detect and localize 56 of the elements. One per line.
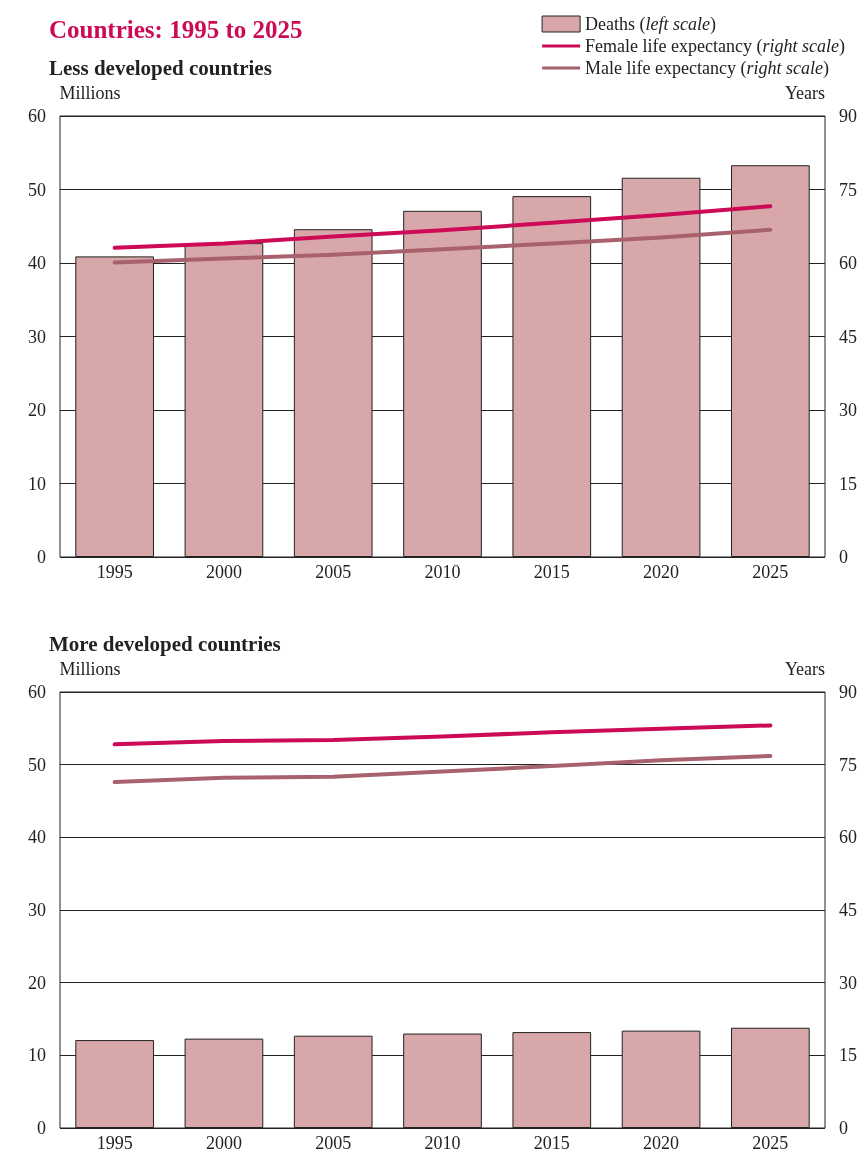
y-tick-label: 50 [28, 754, 46, 775]
x-tick-label: 1995 [96, 1133, 133, 1153]
legend-label: Deaths (left scale) [585, 14, 717, 35]
y-tick-label: 10 [28, 473, 46, 494]
line-series [112, 723, 773, 747]
y-tick-label: 0 [37, 1118, 46, 1138]
x-tick-label: 2025 [752, 1133, 789, 1153]
y2-tick-label: 75 [839, 179, 857, 200]
y2-tick-label: 0 [839, 1118, 848, 1138]
y-tick-label: 10 [28, 1045, 46, 1066]
y2-tick-label: 0 [839, 547, 848, 567]
y2-tick-label: 60 [839, 827, 857, 848]
y-tick-label: 60 [28, 106, 46, 126]
x-tick-label: 2015 [533, 1133, 570, 1153]
y-tick-label: 60 [28, 682, 46, 702]
x-tick-label: 1995 [96, 562, 133, 582]
x-tick-label: 2000 [205, 1133, 242, 1153]
y-tick-label: 20 [28, 400, 46, 420]
y2-tick-label: 75 [839, 754, 857, 775]
y-tick-label: 30 [28, 900, 46, 920]
x-tick-label: 2020 [643, 1133, 680, 1153]
line-series [112, 227, 773, 265]
y-axis-title: Millions [59, 659, 121, 679]
y2-tick-label: 60 [839, 253, 857, 273]
y2-axis-title: Years [784, 659, 826, 679]
y-axis-title: Millions [59, 83, 121, 103]
y2-axis-title: Years [784, 83, 826, 103]
x-tick-label: 2015 [533, 562, 570, 582]
y2-tick-label: 45 [839, 900, 857, 920]
y-tick-label: 40 [28, 253, 46, 273]
y2-tick-label: 45 [839, 326, 857, 347]
y-tick-label: 0 [37, 547, 46, 567]
y-tick-label: 40 [28, 827, 46, 848]
line-series [112, 753, 773, 785]
legend-label: Male life expectancy (right scale) [585, 58, 830, 79]
y-tick-label: 20 [28, 972, 46, 993]
x-tick-label: 2000 [205, 562, 242, 582]
x-tick-label: 2020 [643, 562, 680, 582]
y2-tick-label: 30 [839, 400, 857, 420]
line-series [112, 204, 773, 250]
legend-label: Female life expectancy (right scale) [585, 36, 846, 57]
chart-title: Countries: 1995 to 2025 [49, 16, 303, 43]
y-tick-label: 30 [28, 326, 46, 347]
y2-tick-label: 15 [839, 473, 857, 494]
y2-tick-label: 90 [839, 682, 857, 702]
y-tick-label: 50 [28, 179, 46, 200]
y2-tick-label: 30 [839, 972, 857, 993]
chart-subtitle: More developed countries [49, 631, 281, 656]
y2-tick-label: 90 [839, 106, 857, 126]
x-tick-label: 2010 [424, 1133, 461, 1153]
x-tick-label: 2025 [752, 562, 789, 582]
chart-subtitle: Less developed countries [49, 55, 272, 80]
y2-tick-label: 15 [839, 1045, 857, 1066]
x-tick-label: 2005 [315, 562, 352, 582]
x-tick-label: 2005 [315, 1133, 352, 1153]
x-tick-label: 2010 [424, 562, 461, 582]
